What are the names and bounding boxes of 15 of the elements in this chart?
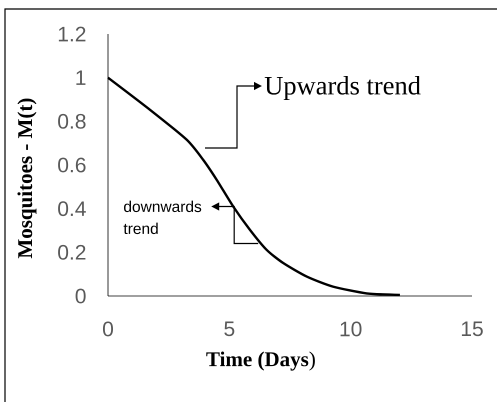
x-axis-title: Time (Days) [206,352,315,371]
annotation: downwards trend [124,200,202,234]
y-axis-title: Mosquitoes - M(t) [17,98,36,258]
y-tick-label: 0.4 [58,201,86,216]
x-tick-label: 5 [224,322,234,336]
y-tick-label: 0.8 [58,114,86,129]
x-tick-label: 10 [340,322,362,336]
y-tick-label: 0.2 [58,244,86,260]
y-tick-label: 1.2 [58,26,86,42]
y-tick-label: 0 [76,288,86,304]
y-tick-label: 0.6 [58,158,86,172]
annotation: Upwards trend [264,76,421,100]
x-tick-label: 15 [462,322,483,336]
x-tick-label: 0 [102,322,114,336]
y-tick-label: 1 [76,70,86,85]
